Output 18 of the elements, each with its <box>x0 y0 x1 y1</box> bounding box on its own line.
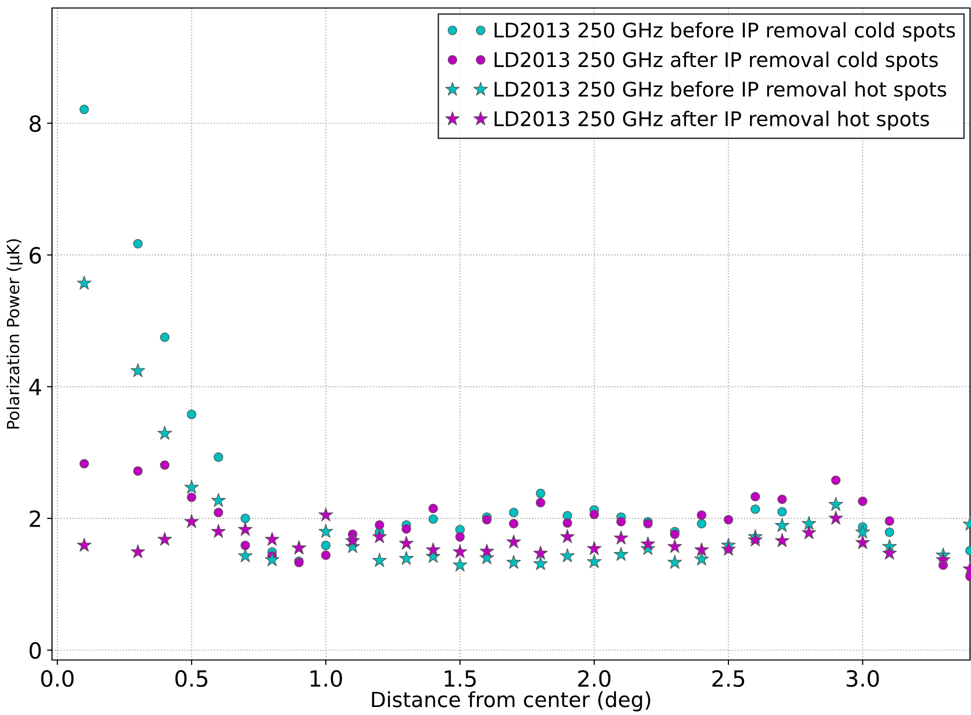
y-tick-label: 6 <box>30 246 41 264</box>
y-tick-label: 8 <box>30 115 41 132</box>
y-axis-title: Polarization Power (μK) <box>6 239 23 429</box>
y-tick-label: 2 <box>30 510 40 527</box>
legend-label: LD2013 250 GHz before IP removal cold spots <box>494 22 955 42</box>
legend-label: LD2013 250 GHz after IP removal hot spots <box>494 110 929 130</box>
x-tick-label: 1.5 <box>444 670 476 687</box>
x-tick-label: 2.5 <box>712 670 744 687</box>
y-tick-label: 0 <box>30 642 41 659</box>
x-axis-title: Distance from center (deg) <box>372 691 650 712</box>
x-tick-label: 0.5 <box>175 670 208 687</box>
legend-label: LD2013 250 GHz before IP removal hot spots <box>494 81 946 101</box>
y-tick-label: 4 <box>29 378 42 396</box>
x-tick-label: 3.0 <box>846 670 879 687</box>
x-tick-label: 0.0 <box>41 670 74 687</box>
legend-label: LD2013 250 GHz after IP removal cold spots <box>494 52 938 72</box>
x-tick-label: 2.0 <box>578 670 610 687</box>
x-tick-label: 1.0 <box>310 670 342 687</box>
